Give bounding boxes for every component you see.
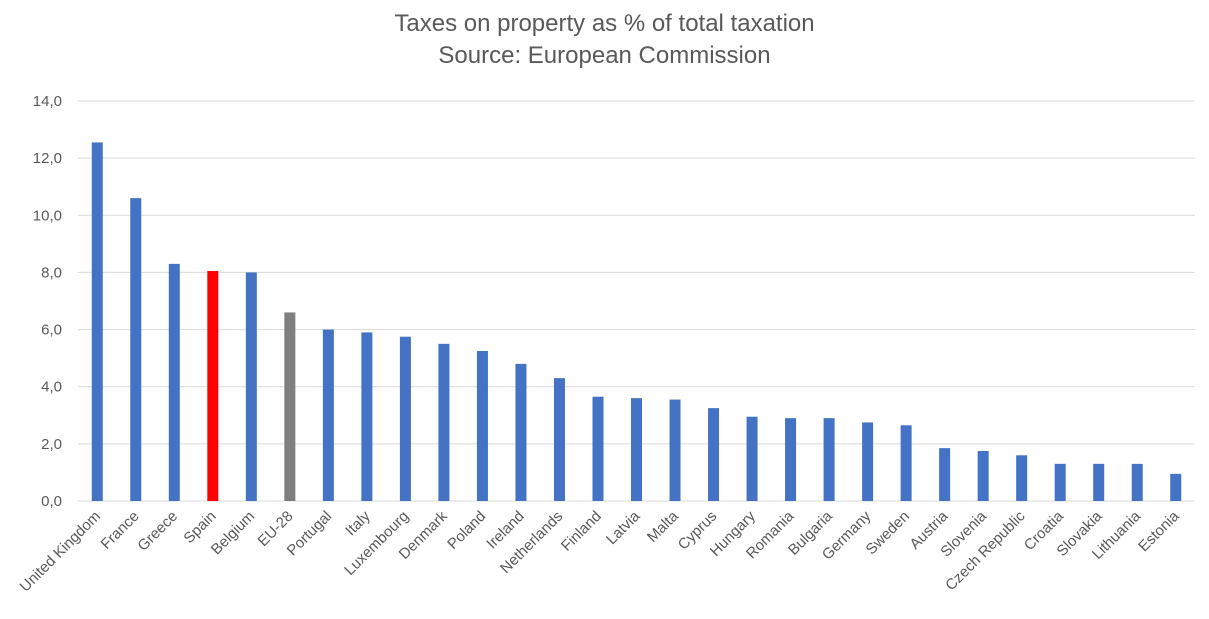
bar-belgium [245,272,257,501]
bar-bulgaria [823,418,835,501]
y-tick-label: 8,0 [41,264,62,281]
bar-netherlands [553,378,565,501]
bar-croatia [1054,463,1066,501]
bar-austria [939,448,951,501]
bar-ireland [515,363,527,501]
bar-eu-28 [284,312,296,501]
chart-title: Taxes on property as % of total taxation [394,10,815,37]
bar-italy [361,332,373,501]
x-category-label: Poland [444,508,489,553]
y-tick-label: 4,0 [41,379,62,396]
bar-luxembourg [399,336,411,501]
bar-denmark [438,343,450,501]
bar-slovenia [977,451,989,501]
bar-latvia [631,398,642,501]
x-category-label: Latvia [603,507,644,548]
bar-cyprus [708,408,720,501]
bar-lithuania [1131,463,1143,501]
y-tick-label: 12,0 [33,150,62,167]
x-category-label: Italy [342,507,374,539]
bar-germany [862,422,874,501]
bar-portugal [322,329,334,501]
bar-slovakia [1093,463,1105,501]
chart-title-block: Taxes on property as % of total taxation… [0,8,1209,72]
x-category-label: Sweden [863,508,913,558]
bar-poland [476,351,488,501]
y-tick-label: 14,0 [33,93,62,110]
x-category-label: Greece [134,508,181,555]
y-tick-label: 6,0 [41,322,62,339]
x-category-label: Estonia [1135,507,1183,555]
bar-greece [168,263,180,501]
y-tick-label: 0,0 [41,493,62,510]
bar-hungary [746,416,758,501]
bar-czech-republic [1016,455,1028,501]
y-axis-tick-labels: 0,0 2,0 4,0 6,0 8,0 10,0 12,0 14,0 [33,93,62,510]
x-category-label: France [98,508,143,553]
bar-united-kingdom [91,142,103,501]
x-category-label: Belgium [208,508,258,558]
y-tick-label: 2,0 [41,436,62,453]
bar-sweden [900,425,912,501]
bar-malta [669,399,681,501]
bar-france [130,198,142,501]
bar-spain [207,271,219,501]
x-category-label: Finland [558,508,605,555]
bar-estonia [1170,473,1182,501]
bar-finland [592,396,604,501]
y-tick-label: 10,0 [33,207,62,224]
bars [91,142,1182,501]
x-category-label: United Kingdom [17,508,104,595]
gridlines [78,100,1195,502]
chart-subtitle: Source: European Commission [438,42,771,69]
bar-romania [785,418,797,501]
